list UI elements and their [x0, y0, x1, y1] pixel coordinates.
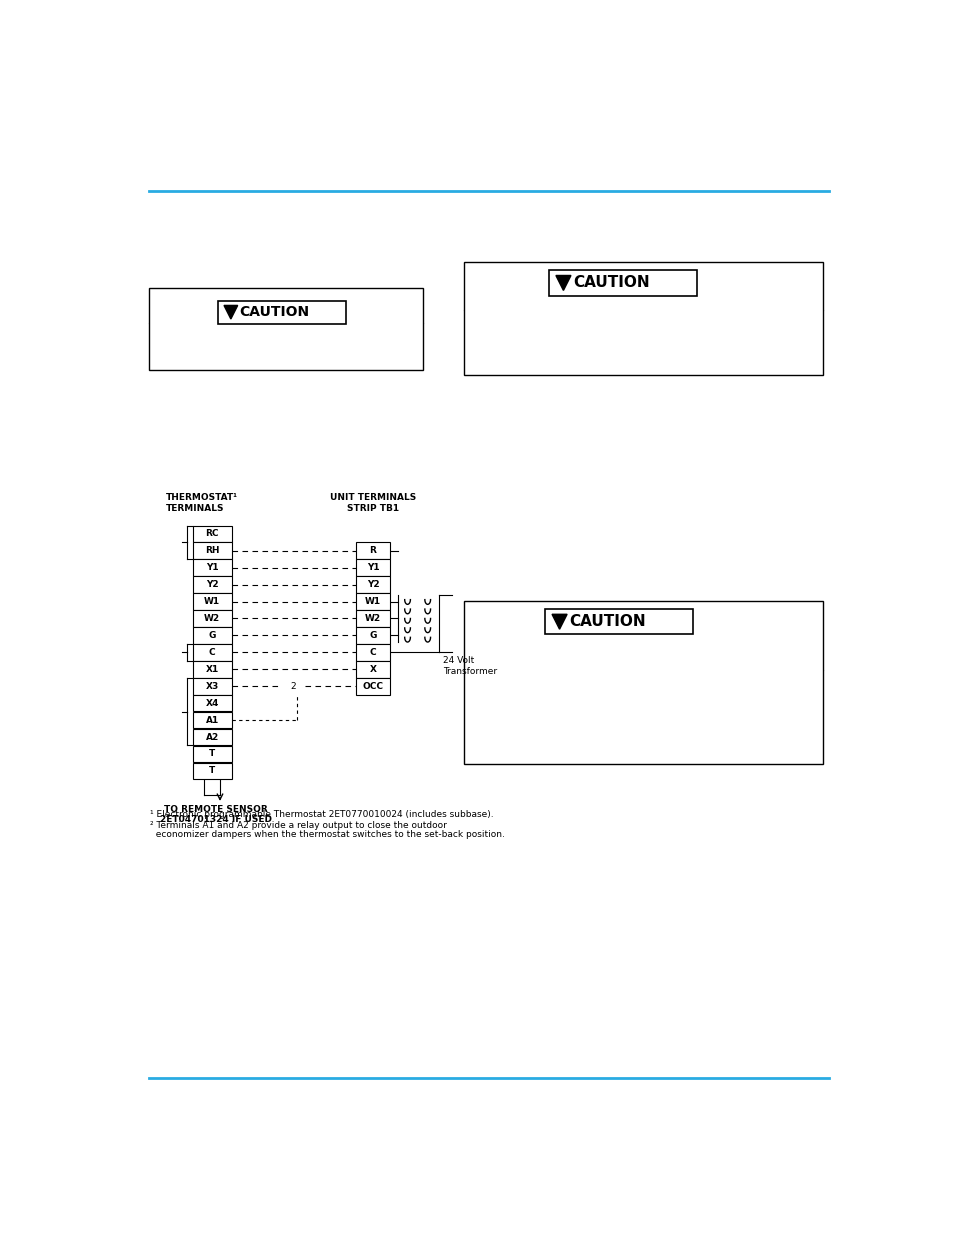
Bar: [193, 763, 232, 779]
Text: 2ET04701324 IF USED: 2ET04701324 IF USED: [160, 815, 272, 824]
Bar: [355, 559, 390, 576]
Text: X: X: [369, 664, 376, 674]
Text: R: R: [369, 546, 376, 556]
Bar: [193, 593, 232, 610]
Text: Y1: Y1: [206, 563, 218, 572]
Text: Y2: Y2: [366, 580, 379, 589]
Bar: [193, 678, 232, 694]
Text: Y2: Y2: [206, 580, 218, 589]
Text: ² Terminals A1 and A2 provide a relay output to close the outdoor: ² Terminals A1 and A2 provide a relay ou…: [150, 821, 447, 830]
Text: A2: A2: [206, 732, 218, 741]
Text: C: C: [209, 648, 215, 657]
Text: Y1: Y1: [366, 563, 379, 572]
Text: THERMOSTAT¹: THERMOSTAT¹: [166, 494, 237, 503]
Text: OCC: OCC: [362, 682, 383, 690]
Bar: [193, 746, 232, 762]
Bar: [149, 288, 422, 370]
Text: X4: X4: [205, 699, 218, 708]
Bar: [355, 678, 390, 694]
Text: UNIT TERMINALS: UNIT TERMINALS: [330, 494, 416, 503]
Text: Transformer: Transformer: [443, 667, 497, 676]
Text: CAUTION: CAUTION: [569, 614, 645, 630]
Text: STRIP TB1: STRIP TB1: [347, 504, 398, 514]
Text: A1: A1: [206, 715, 218, 725]
Text: G: G: [369, 631, 376, 640]
Text: W2: W2: [204, 614, 220, 622]
Text: W2: W2: [365, 614, 381, 622]
Bar: [549, 270, 696, 295]
Bar: [193, 695, 232, 711]
Bar: [193, 610, 232, 626]
Bar: [464, 601, 822, 764]
Text: W1: W1: [365, 597, 381, 606]
Bar: [355, 610, 390, 626]
Text: TERMINALS: TERMINALS: [166, 504, 224, 514]
Text: T: T: [209, 750, 215, 758]
Text: 2: 2: [291, 682, 296, 690]
Bar: [193, 542, 232, 559]
Polygon shape: [552, 614, 566, 629]
Bar: [193, 661, 232, 678]
Bar: [464, 262, 822, 375]
Text: TO REMOTE SENSOR: TO REMOTE SENSOR: [164, 805, 268, 814]
Bar: [355, 627, 390, 643]
Polygon shape: [556, 275, 570, 290]
Text: T: T: [209, 767, 215, 776]
Text: CAUTION: CAUTION: [239, 305, 310, 319]
Bar: [193, 577, 232, 593]
Text: RH: RH: [205, 546, 219, 556]
Bar: [355, 645, 390, 661]
Text: X3: X3: [206, 682, 218, 690]
Bar: [545, 609, 692, 635]
Bar: [193, 559, 232, 576]
Bar: [355, 661, 390, 678]
Text: economizer dampers when the thermostat switches to the set-back position.: economizer dampers when the thermostat s…: [150, 830, 504, 840]
Bar: [193, 711, 232, 729]
Bar: [193, 645, 232, 661]
Text: G: G: [209, 631, 215, 640]
Bar: [355, 593, 390, 610]
Text: X1: X1: [206, 664, 218, 674]
Bar: [193, 526, 232, 542]
Bar: [355, 542, 390, 559]
Bar: [193, 729, 232, 746]
Text: 24 Volt: 24 Volt: [443, 656, 474, 666]
Text: W1: W1: [204, 597, 220, 606]
Polygon shape: [224, 305, 237, 319]
Text: RC: RC: [205, 530, 219, 538]
Text: C: C: [370, 648, 376, 657]
Bar: [218, 300, 346, 324]
Bar: [193, 627, 232, 643]
Text: ¹ Electronic programmable Thermostat 2ET0770010024 (includes subbase).: ¹ Electronic programmable Thermostat 2ET…: [150, 810, 494, 819]
Bar: [355, 577, 390, 593]
Text: CAUTION: CAUTION: [573, 275, 649, 290]
